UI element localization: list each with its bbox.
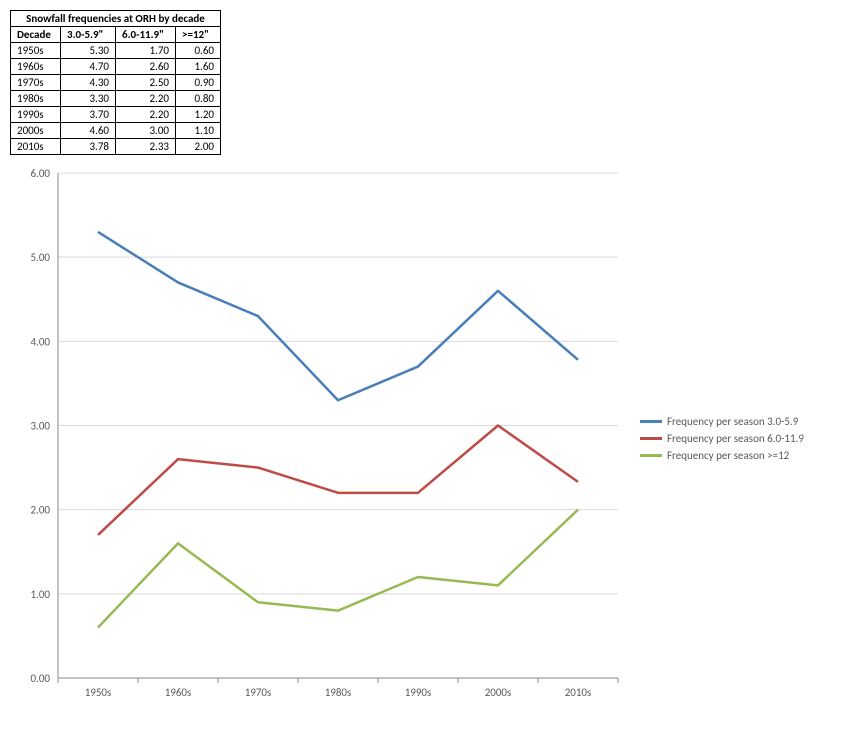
cell-value: 3.30 xyxy=(61,91,116,107)
x-tick-label: 2010s xyxy=(565,686,592,699)
cell-value: 2.33 xyxy=(116,139,176,155)
x-tick-label: 1990s xyxy=(405,686,432,699)
cell-decade: 1980s xyxy=(11,91,61,107)
cell-value: 0.80 xyxy=(176,91,221,107)
legend-swatch xyxy=(640,420,662,423)
y-tick-label: 3.00 xyxy=(30,420,50,433)
cell-value: 0.90 xyxy=(176,75,221,91)
cell-decade: 2000s xyxy=(11,123,61,139)
y-tick-label: 0.00 xyxy=(30,672,50,685)
cell-value: 3.00 xyxy=(116,123,176,139)
cell-value: 4.60 xyxy=(61,123,116,139)
cell-value: 0.60 xyxy=(176,43,221,59)
cell-value: 3.70 xyxy=(61,107,116,123)
y-tick-label: 6.00 xyxy=(30,167,50,180)
table-row: 2000s4.603.001.10 xyxy=(11,123,221,139)
cell-value: 3.78 xyxy=(61,139,116,155)
cell-value: 2.50 xyxy=(116,75,176,91)
legend-label: Frequency per season 6.0-11.9 xyxy=(667,432,804,445)
x-tick-label: 1950s xyxy=(85,686,112,699)
cell-value: 2.00 xyxy=(176,139,221,155)
y-tick-label: 2.00 xyxy=(30,504,50,517)
legend-label: Frequency per season >=12 xyxy=(667,449,789,462)
table-row: 1950s5.301.700.60 xyxy=(11,43,221,59)
x-tick-label: 1960s xyxy=(165,686,192,699)
cell-value: 1.60 xyxy=(176,59,221,75)
col-range-c: >=12" xyxy=(176,27,221,43)
col-decade: Decade xyxy=(11,27,61,43)
cell-value: 2.60 xyxy=(116,59,176,75)
cell-value: 1.10 xyxy=(176,123,221,139)
cell-value: 2.20 xyxy=(116,107,176,123)
cell-value: 1.70 xyxy=(116,43,176,59)
y-tick-label: 4.00 xyxy=(30,335,50,348)
col-range-a: 3.0-5.9" xyxy=(61,27,116,43)
table-header-row: Decade 3.0-5.9" 6.0-11.9" >=12" xyxy=(11,27,221,43)
table-row: 1990s3.702.201.20 xyxy=(11,107,221,123)
snowfall-table: Snowfall frequencies at ORH by decade De… xyxy=(10,10,221,155)
cell-decade: 1950s xyxy=(11,43,61,59)
x-tick-label: 2000s xyxy=(485,686,512,699)
legend-item: Frequency per season 6.0-11.9 xyxy=(640,432,804,445)
col-range-b: 6.0-11.9" xyxy=(116,27,176,43)
cell-decade: 1990s xyxy=(11,107,61,123)
table-row: 1980s3.302.200.80 xyxy=(11,91,221,107)
y-tick-label: 1.00 xyxy=(30,588,50,601)
y-tick-label: 5.00 xyxy=(30,251,50,264)
legend-label: Frequency per season 3.0-5.9 xyxy=(667,415,798,428)
cell-value: 2.20 xyxy=(116,91,176,107)
snowfall-chart: 0.00 1.00 2.00 3.00 4.00 5.00 6.00 1950s 1960s 19… xyxy=(10,163,840,713)
cell-decade: 1970s xyxy=(11,75,61,91)
table-row: 2010s3.782.332.00 xyxy=(11,139,221,155)
line-chart-svg: 0.00 1.00 2.00 3.00 4.00 5.00 6.00 1950s 1960s 19… xyxy=(10,163,630,713)
legend-swatch xyxy=(640,454,662,457)
cell-value: 5.30 xyxy=(61,43,116,59)
table-title: Snowfall frequencies at ORH by decade xyxy=(11,11,221,27)
cell-value: 1.20 xyxy=(176,107,221,123)
legend-item: Frequency per season >=12 xyxy=(640,449,804,462)
x-tick-label: 1970s xyxy=(245,686,272,699)
cell-value: 4.30 xyxy=(61,75,116,91)
legend-item: Frequency per season 3.0-5.9 xyxy=(640,415,804,428)
cell-value: 4.70 xyxy=(61,59,116,75)
cell-decade: 1960s xyxy=(11,59,61,75)
table-row: 1960s4.702.601.60 xyxy=(11,59,221,75)
cell-decade: 2010s xyxy=(11,139,61,155)
chart-legend: Frequency per season 3.0-5.9 Frequency pe… xyxy=(640,411,804,466)
legend-swatch xyxy=(640,437,662,440)
table-row: 1970s4.302.500.90 xyxy=(11,75,221,91)
x-tick-label: 1980s xyxy=(325,686,352,699)
